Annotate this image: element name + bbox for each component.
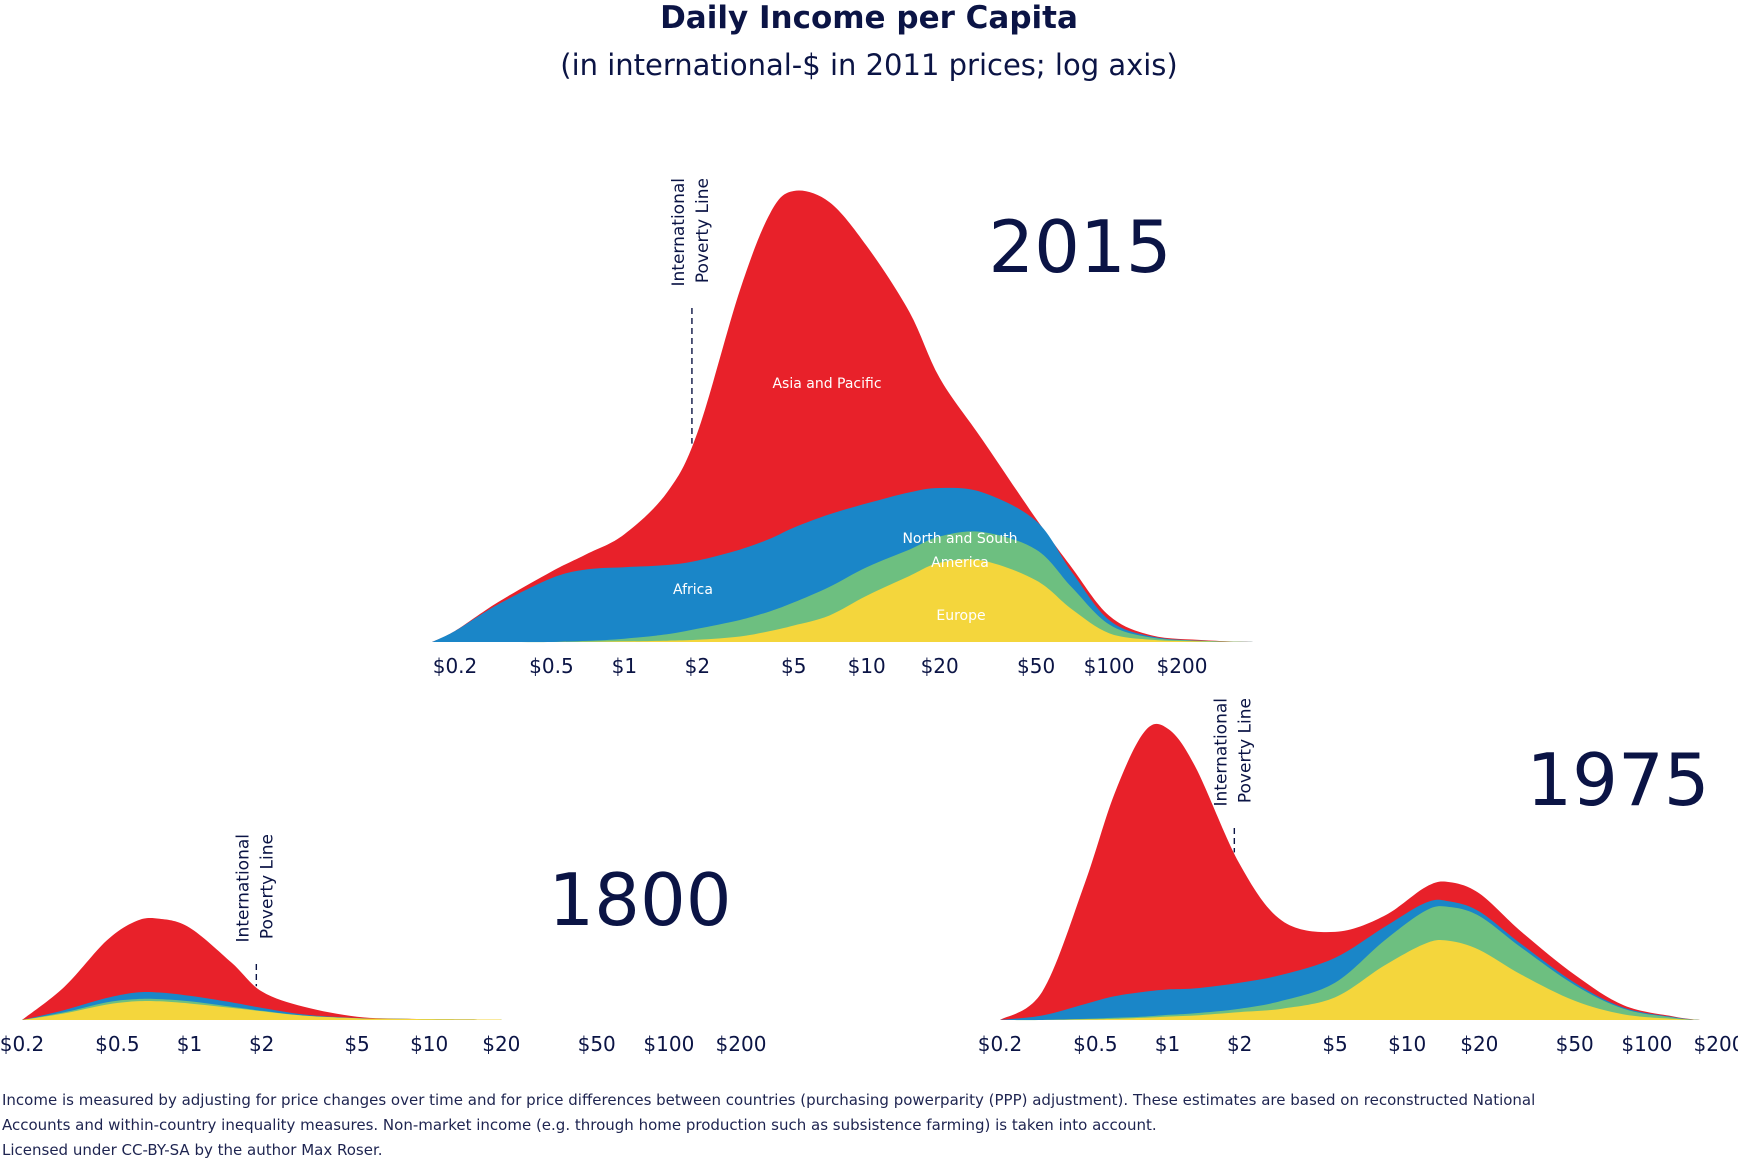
area-europe-2015 — [432, 559, 1255, 642]
area-europe-1800 — [22, 1000, 502, 1020]
x-tick-label-1975: $100 — [1621, 1032, 1672, 1056]
area-asia-and-pacific-1975 — [1000, 723, 1700, 1020]
x-tick-label-1800: $50 — [578, 1032, 616, 1056]
x-tick-label-1800: $20 — [482, 1032, 520, 1056]
x-tick-label-2015: $0.2 — [433, 654, 478, 678]
x-tick-label-1975: $1 — [1155, 1032, 1180, 1056]
poverty-line-label-1800: International — [233, 834, 253, 943]
year-label-1800: 1800 — [548, 858, 731, 942]
x-tick-label-1800: $2 — [249, 1032, 274, 1056]
x-tick-label-1975: $0.2 — [978, 1032, 1023, 1056]
region-label-asia-and-pacific: Asia and Pacific — [772, 376, 881, 392]
x-tick-label-1975: $2 — [1227, 1032, 1252, 1056]
x-tick-label-2015: $20 — [921, 654, 959, 678]
chart-title: Daily Income per Capita — [660, 0, 1078, 36]
chart-subtitle: (in international-$ in 2011 prices; log … — [560, 48, 1178, 82]
x-tick-label-1800: $5 — [344, 1032, 369, 1056]
x-tick-label-1800: $0.2 — [0, 1032, 44, 1056]
x-tick-label-2015: $50 — [1017, 654, 1055, 678]
poverty-line-label-2015: International — [669, 178, 689, 287]
region-label-north-and-south-america: America — [931, 555, 989, 571]
footnote-methodology: Income is measured by adjusting for pric… — [2, 1091, 1536, 1134]
x-tick-label-2015: $200 — [1157, 654, 1208, 678]
x-tick-label-2015: $0.5 — [529, 654, 574, 678]
footnote-license: Licensed under CC-BY-SA by the author Ma… — [2, 1141, 383, 1159]
area-europe-1975 — [1000, 940, 1700, 1021]
x-tick-label-1800: $1 — [177, 1032, 202, 1056]
x-tick-label-2015: $100 — [1084, 654, 1135, 678]
x-tick-label-1975: $5 — [1322, 1032, 1347, 1056]
x-tick-label-2015: $10 — [848, 654, 886, 678]
region-label-africa: Africa — [673, 582, 713, 598]
poverty-line-label-1800: Poverty Line — [257, 834, 277, 939]
year-label-1975: 1975 — [1526, 738, 1709, 822]
x-tick-label-2015: $2 — [685, 654, 710, 678]
x-tick-label-1975: $0.5 — [1073, 1032, 1118, 1056]
x-tick-label-1800: $200 — [716, 1032, 767, 1056]
x-tick-label-2015: $5 — [781, 654, 806, 678]
year-label-2015: 2015 — [988, 205, 1171, 289]
chart-2015: International Poverty Line $0.2 $0.5 $1 $2 $5 $… — [432, 178, 1255, 678]
chart-1975: International Poverty Line $0.2 $0.5 $1 $2 $5 $… — [978, 698, 1738, 1056]
x-tick-label-1975: $200 — [1694, 1032, 1738, 1056]
chart-1800: International Poverty Line $0.2 $0.5 $1 $2 $5 $… — [0, 834, 766, 1056]
x-tick-label-1800: $10 — [410, 1032, 448, 1056]
poverty-line-label-2015: Poverty Line — [693, 178, 713, 283]
area-asia-and-pacific-2015 — [432, 190, 1255, 643]
region-label-north-and-south-america: North and South — [902, 531, 1017, 547]
poverty-line-label-1975: International — [1211, 698, 1231, 807]
x-tick-label-1800: $0.5 — [95, 1032, 140, 1056]
x-tick-label-2015: $1 — [612, 654, 637, 678]
x-tick-label-1975: $10 — [1388, 1032, 1426, 1056]
x-tick-label-1975: $20 — [1460, 1032, 1498, 1056]
x-tick-label-1800: $100 — [643, 1032, 694, 1056]
region-label-europe: Europe — [936, 608, 985, 624]
x-tick-label-1975: $50 — [1556, 1032, 1594, 1056]
poverty-line-label-1975: Poverty Line — [1235, 698, 1255, 803]
